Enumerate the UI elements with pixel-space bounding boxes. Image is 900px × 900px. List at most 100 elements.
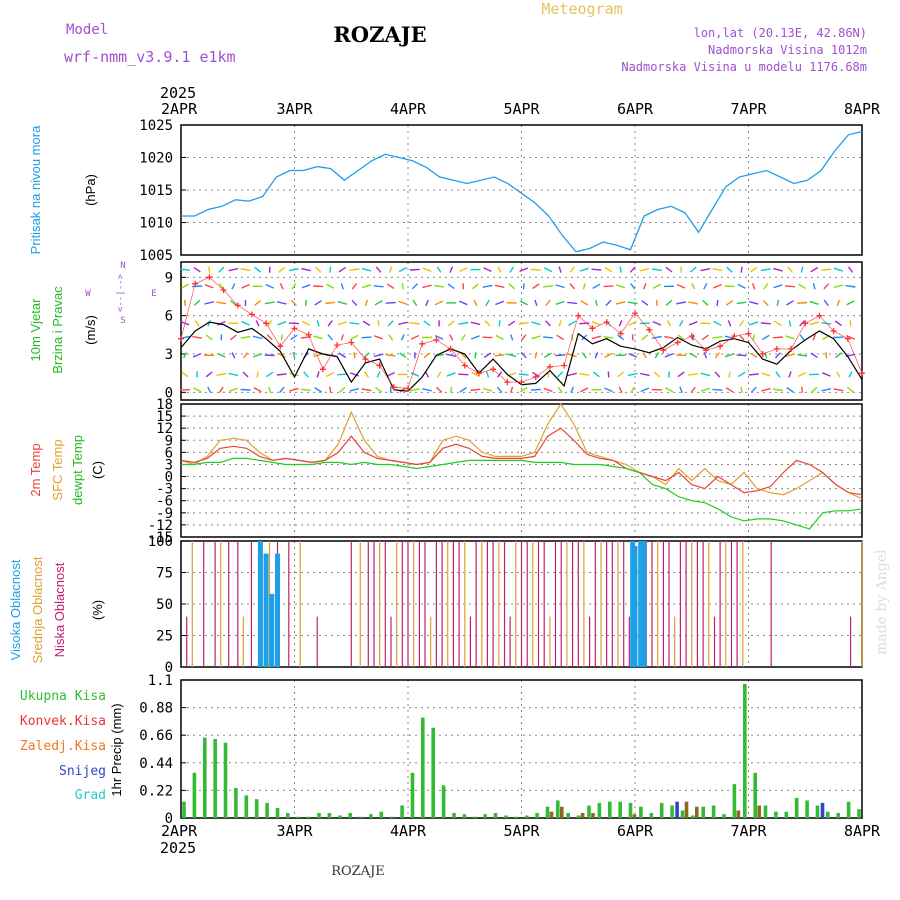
wind-barb — [279, 283, 284, 290]
bottom-year-label: 2025 — [160, 839, 196, 857]
wind-barb — [787, 266, 793, 273]
wind-barb — [192, 285, 203, 288]
wind-barb — [700, 372, 711, 377]
lonlat-label: lon,lat (20.13E, 42.86N) — [694, 26, 867, 40]
wind-barb — [349, 372, 359, 377]
wind-barb — [763, 283, 769, 290]
wind-barb — [724, 335, 735, 340]
wind-barb — [228, 387, 238, 393]
wind-barb — [630, 386, 635, 393]
wind-barb — [450, 386, 453, 393]
wind-barb — [470, 321, 481, 326]
wind-barb — [243, 352, 248, 359]
wind-barb — [361, 388, 372, 392]
pressure-y-tick: 1010 — [139, 216, 173, 232]
wind-barb — [519, 300, 528, 306]
wind-barb — [376, 371, 381, 378]
wind-barb — [496, 371, 503, 378]
wind-barb — [183, 299, 187, 306]
wind-barb — [364, 299, 369, 307]
total-precip-bar — [203, 737, 207, 818]
cloud-panel: 0 25 50 75 100 — [148, 534, 863, 676]
wind-barb — [570, 386, 575, 393]
wind-barb — [749, 321, 759, 326]
wind-barb — [760, 322, 771, 325]
wind-barb — [313, 353, 323, 358]
wind-barb — [582, 283, 586, 290]
wind-barb — [591, 321, 601, 326]
wind-barb — [579, 373, 590, 376]
wind-barb — [740, 266, 743, 273]
footer-station: ROZAJE — [331, 864, 385, 879]
wind-barb — [825, 352, 828, 359]
wind-barb — [739, 320, 745, 327]
wind-barb — [193, 266, 201, 273]
wind-barb — [750, 386, 757, 393]
wind-barb — [485, 299, 490, 307]
wind-barb — [736, 354, 747, 357]
wind-barb — [399, 352, 407, 359]
wind-barb — [279, 386, 285, 393]
total-precip-bar — [701, 806, 705, 818]
wind-barb — [425, 299, 429, 307]
wind-barb — [409, 268, 420, 271]
wind-barb — [266, 371, 274, 378]
wind-barb — [507, 353, 517, 358]
total-precip-bar — [836, 813, 840, 818]
wind-barb — [240, 335, 251, 339]
wind-barb — [316, 371, 320, 378]
wind-barb — [833, 284, 844, 289]
temperature-y-tick: 6 — [165, 445, 173, 461]
wind-barb — [374, 335, 384, 340]
wind-barb — [555, 300, 565, 305]
wind-barb — [337, 373, 348, 376]
wind-barb — [231, 352, 236, 359]
wind-barb — [471, 371, 480, 378]
total-precip-bar — [608, 801, 612, 818]
wind-compass: <--|--> N S W E — [85, 261, 156, 326]
wind-barb — [194, 299, 201, 306]
wind-barb — [377, 320, 380, 327]
wind-barb — [216, 372, 227, 376]
wind-barb — [809, 300, 819, 305]
precip-y-tick: 0.22 — [139, 783, 173, 799]
wind-y-tick: 0 — [165, 385, 173, 401]
wind-barb — [530, 388, 541, 391]
wind-barb — [400, 334, 405, 341]
top-date-tick: 5APR — [503, 100, 540, 118]
wind-barb — [363, 352, 370, 359]
wind-barb — [774, 320, 782, 327]
total-precip-bar — [421, 717, 425, 818]
wind-barb — [207, 386, 212, 394]
wind-barb — [240, 388, 251, 391]
wind-barb — [737, 371, 746, 378]
wind-barb — [652, 283, 662, 289]
high-cloud-bar — [638, 541, 644, 667]
freezing-precip-bar — [695, 806, 699, 818]
wind-barb — [519, 387, 528, 393]
wind-barb — [651, 335, 662, 339]
wind-barb — [640, 267, 650, 272]
wind-barb — [603, 285, 614, 288]
wind-barb — [387, 320, 394, 327]
wind-barb — [350, 334, 359, 341]
wind-barb — [642, 352, 647, 359]
wind-barb — [628, 352, 638, 358]
wind-barb — [461, 334, 466, 341]
wind-barb — [449, 334, 454, 341]
freezing-precip-bar — [591, 813, 595, 818]
total-precip-bar — [774, 811, 778, 818]
wind-barb — [760, 268, 771, 271]
wind-barb — [619, 266, 622, 273]
wind-barb — [812, 334, 816, 341]
wind-barb — [847, 386, 854, 393]
wind-barb — [496, 386, 503, 393]
wind-barb — [326, 283, 335, 289]
wind-ylabel-b: Brzina i Pravac — [50, 286, 65, 374]
wind-barb — [580, 300, 589, 306]
wind-barb — [640, 387, 650, 393]
wind-barb — [473, 299, 478, 307]
total-precip-bar — [743, 683, 747, 818]
wind-barb — [678, 320, 684, 327]
